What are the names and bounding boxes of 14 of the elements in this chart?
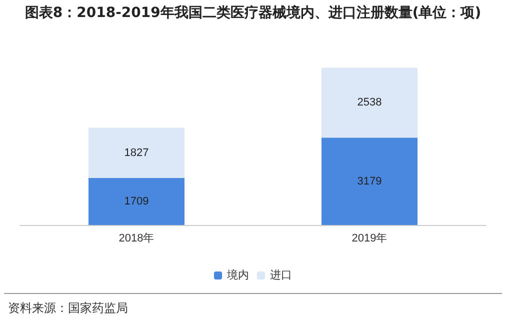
x-tick-label: 2018年 <box>118 232 154 244</box>
data-label: 1827 <box>124 146 149 159</box>
legend-label: 境内 <box>226 268 249 282</box>
data-label: 3179 <box>357 175 382 188</box>
bar <box>322 138 418 225</box>
bar <box>88 178 184 225</box>
text: 资料来源：国家药监局 <box>8 300 128 317</box>
x-tick-label: 2019年 <box>352 232 388 244</box>
data-label: 2538 <box>357 96 382 109</box>
bar <box>88 128 184 178</box>
chart-title: 图表8：2018-2019年我国二类医疗器械境内、进口注册数量(单位：项) <box>24 4 482 22</box>
data-label: 1709 <box>124 196 149 208</box>
bar <box>322 68 418 138</box>
legend-label: 进口 <box>270 268 292 282</box>
